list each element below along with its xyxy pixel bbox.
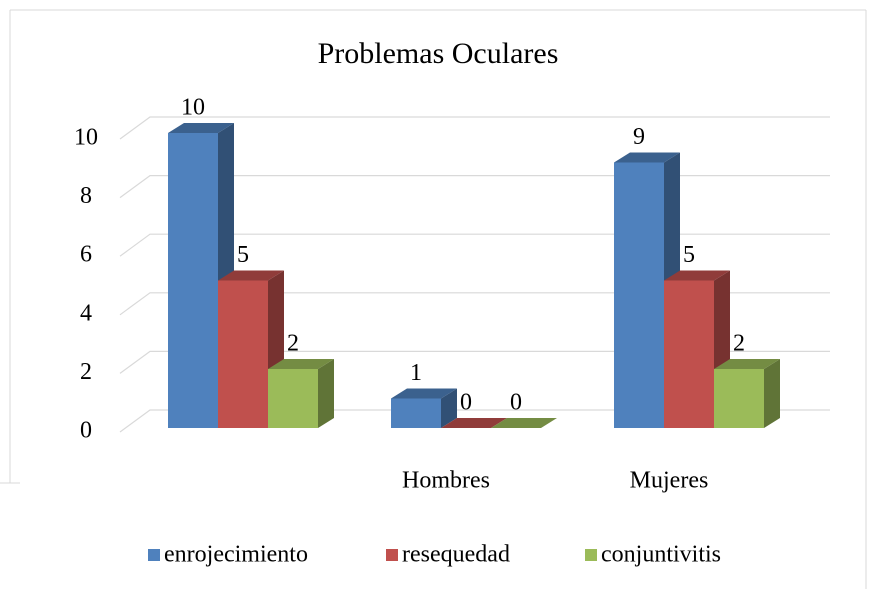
bar-side <box>441 388 457 428</box>
y-tick-label: 0 <box>80 418 92 444</box>
grid-line <box>119 292 830 316</box>
bar-front <box>664 280 714 428</box>
legend-swatch <box>585 549 597 561</box>
legend-swatch <box>148 549 160 561</box>
chart-title: Problemas Oculares <box>318 37 559 70</box>
legend-swatch <box>386 549 398 561</box>
grid-line <box>119 175 830 199</box>
data-label: 2 <box>733 331 745 357</box>
bar <box>714 359 780 428</box>
bar-top <box>664 270 730 281</box>
y-tick-label: 8 <box>80 183 92 209</box>
y-tick-label: 6 <box>80 242 92 268</box>
grid-line <box>119 350 830 374</box>
data-label: 2 <box>287 331 299 357</box>
grid-line <box>119 116 830 140</box>
data-label: 0 <box>460 390 472 416</box>
bar-top <box>268 359 334 369</box>
bar-front <box>268 369 318 428</box>
grid-line <box>119 233 830 257</box>
y-tick-label: 10 <box>74 125 98 151</box>
x-tick-label: Mujeres <box>630 468 709 494</box>
x-tick-label: Hombres <box>402 468 490 494</box>
data-label: 5 <box>683 242 695 268</box>
bar-side <box>318 359 334 428</box>
bar-top <box>391 388 457 399</box>
bar-top <box>491 418 557 428</box>
legend-label: conjuntivitis <box>601 542 721 568</box>
grid-line <box>119 409 830 433</box>
data-label: 5 <box>237 242 249 268</box>
legend-label: resequedad <box>402 542 510 568</box>
bar-top <box>441 418 507 428</box>
bar <box>268 359 334 428</box>
bar <box>391 388 457 428</box>
bar-top <box>168 123 234 133</box>
bar-side <box>764 359 780 428</box>
data-label: 10 <box>181 95 205 121</box>
bar-top <box>218 270 284 281</box>
data-label: 9 <box>633 124 645 150</box>
bar-front <box>218 280 268 428</box>
data-label: 1 <box>410 360 422 386</box>
bar-front <box>391 398 441 428</box>
bar-top <box>714 359 780 369</box>
y-tick-label: 2 <box>80 359 92 385</box>
legend-label: enrojecimiento <box>164 542 308 568</box>
bar-front <box>168 133 218 428</box>
data-label: 0 <box>510 390 522 416</box>
bar <box>441 418 507 428</box>
y-tick-label: 4 <box>80 300 92 326</box>
bar-top <box>614 152 680 163</box>
bar <box>491 418 557 428</box>
bar-front <box>714 369 764 428</box>
bar-front <box>614 162 664 428</box>
